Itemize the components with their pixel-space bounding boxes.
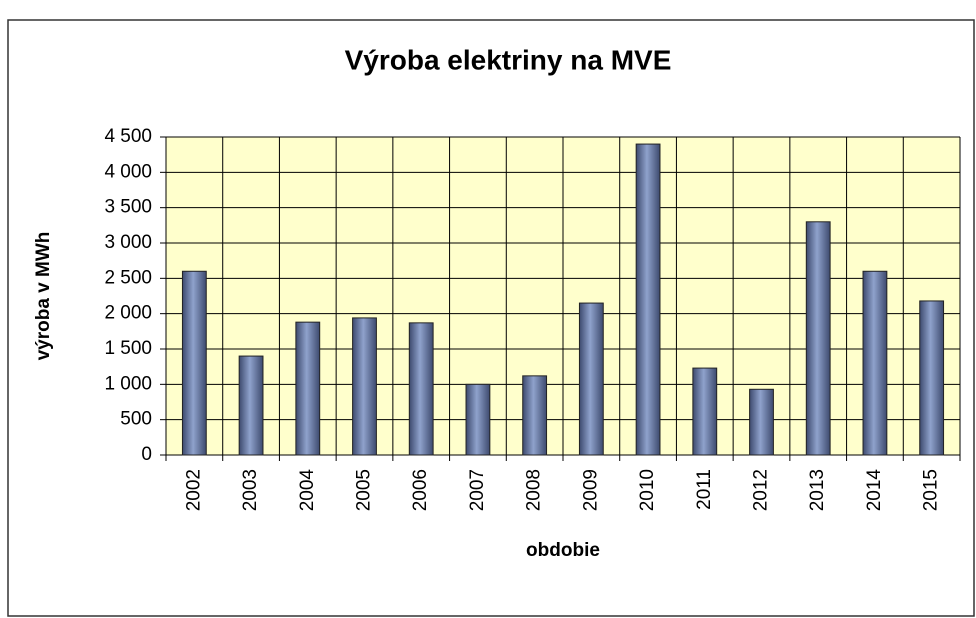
x-tick-label: 2010 (637, 469, 658, 511)
bar (692, 367, 718, 456)
x-tick-label: 2015 (921, 469, 942, 511)
y-tick-label: 2 500 (104, 267, 152, 288)
bar (181, 270, 207, 456)
bar (465, 383, 491, 456)
y-tick-label: 500 (120, 409, 152, 430)
x-tick-label: 2008 (524, 469, 545, 511)
y-tick-label: 1 000 (104, 373, 152, 394)
bar (862, 270, 888, 456)
x-tick-label: 2003 (240, 469, 261, 511)
y-tick-label: 1 500 (104, 338, 152, 359)
x-tick-label: 2006 (410, 469, 431, 511)
bar (805, 221, 831, 456)
y-tick-label: 2 000 (104, 303, 152, 324)
x-tick-label: 2013 (807, 469, 828, 511)
x-tick-label: 2012 (751, 469, 772, 511)
bar (238, 355, 264, 456)
y-tick-label: 3 000 (104, 232, 152, 253)
bar (295, 321, 321, 456)
y-tick-label: 4 000 (104, 161, 152, 182)
y-tick-label: 4 500 (104, 126, 152, 147)
x-tick-label: 2009 (580, 469, 601, 511)
x-tick-label: 2005 (354, 469, 375, 511)
x-tick-label: 2002 (183, 469, 204, 511)
bar (919, 300, 945, 456)
bar (352, 317, 377, 456)
chart-title: Výroba elektriny na MVE (345, 44, 672, 75)
y-tick-label: 0 (141, 444, 152, 465)
x-axis-title: obdobie (526, 540, 600, 561)
x-tick-label: 2004 (297, 469, 318, 512)
y-axis-title: výroba v MWh (33, 232, 54, 361)
x-tick-label: 2011 (694, 469, 715, 510)
bar (578, 302, 604, 456)
bar (749, 388, 774, 456)
x-tick-label: 2007 (467, 469, 488, 511)
bar (408, 322, 434, 456)
y-tick-label: 3 500 (104, 197, 152, 218)
x-tick-label: 2014 (864, 469, 885, 512)
bar (522, 375, 548, 456)
bar (635, 143, 661, 456)
